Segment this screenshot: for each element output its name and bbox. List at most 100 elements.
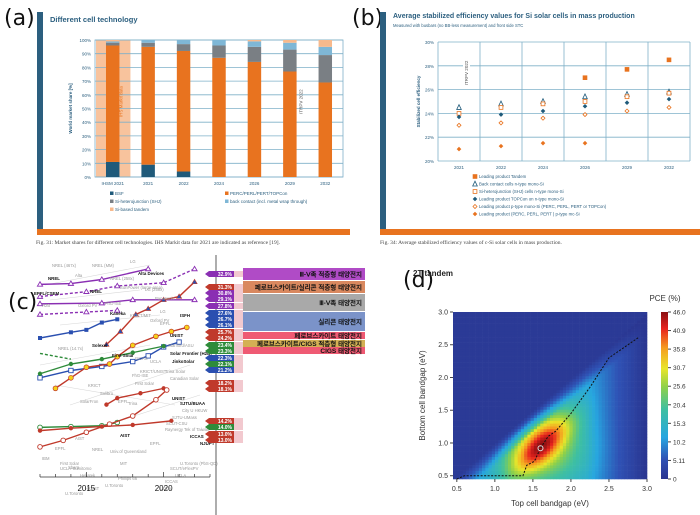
heatmap-cell (637, 451, 641, 455)
heatmap-cells (453, 312, 648, 480)
heatmap-cell (507, 348, 512, 352)
heatmap-cell (588, 362, 593, 366)
heatmap-cell (485, 451, 489, 455)
heatmap-cell (524, 417, 528, 421)
heatmap-cell (495, 459, 499, 463)
heatmap-cell (614, 334, 619, 338)
heatmap-cell (630, 367, 635, 371)
heatmap-cell (630, 470, 635, 474)
heatmap-cell (498, 356, 502, 360)
heatmap-cell (533, 325, 538, 329)
heatmap-cell (475, 395, 480, 399)
heatmap-cell (624, 453, 628, 458)
point-label: SolarFron (80, 399, 99, 404)
heatmap-cell (592, 417, 596, 421)
heatmap-cell (621, 476, 625, 480)
heatmap-cell (601, 417, 606, 421)
point-label: NREL (14.7x) (58, 346, 84, 351)
y-tick-label: 22% (425, 135, 434, 140)
heatmap-cell (459, 328, 463, 332)
heatmap-cell (514, 325, 518, 329)
heatmap-cell (621, 412, 625, 416)
heatmap-cell (550, 392, 554, 396)
heatmap-cell (611, 381, 615, 385)
heatmap-cell (553, 378, 557, 382)
heatmap-cell (553, 312, 557, 316)
heatmap-cell (562, 384, 567, 388)
data-marker (36, 293, 44, 299)
heatmap-cell (627, 395, 632, 399)
heatmap-cell (459, 420, 463, 424)
heatmap-cell (640, 428, 645, 432)
heatmap-cell (637, 414, 641, 419)
heatmap-cell (504, 328, 509, 332)
heatmap-cell (517, 409, 522, 413)
heatmap-cell (465, 470, 470, 474)
heatmap-cell (611, 456, 615, 460)
heatmap-cell (478, 431, 483, 435)
x-tick-label: 2021 (143, 181, 154, 186)
heatmap-cell (475, 467, 480, 471)
heatmap-cell (475, 342, 480, 346)
heatmap-cell (495, 403, 499, 407)
heatmap-cell (582, 428, 586, 432)
heatmap-cell (585, 414, 590, 419)
heatmap-cell (543, 314, 548, 318)
heatmap-cell (640, 387, 645, 391)
heatmap-cell (588, 423, 593, 427)
heatmap-cell (465, 339, 470, 343)
heatmap-cell (640, 456, 645, 460)
heatmap-cell (556, 323, 560, 327)
heatmap-cell (595, 451, 599, 455)
heatmap-cell (459, 467, 463, 471)
heatmap-cell (527, 448, 531, 452)
heatmap-cell (501, 367, 506, 371)
heatmap-cell (491, 320, 496, 324)
heatmap-cell (630, 328, 635, 332)
heatmap-cell (608, 437, 612, 441)
heatmap-cell (627, 451, 632, 455)
heatmap-cell (556, 465, 560, 469)
heatmap-cell (514, 387, 518, 391)
heatmap-cell (624, 331, 628, 335)
heatmap-cell (569, 467, 573, 471)
heatmap-cell (634, 362, 638, 366)
heatmap-cell (588, 331, 593, 335)
point-label: ISFH (180, 313, 190, 318)
heatmap-cell (630, 437, 635, 441)
heatmap-cell (566, 423, 570, 427)
heatmap-cell (562, 412, 567, 416)
heatmap-cell (517, 328, 522, 332)
heatmap-cell (614, 323, 619, 327)
heatmap-cell (575, 353, 580, 357)
heatmap-cell (533, 437, 538, 441)
heatmap-cell (465, 401, 470, 405)
heatmap-cell (527, 348, 531, 352)
heatmap-cell (504, 451, 509, 455)
heatmap-cell (462, 445, 467, 449)
heatmap-cell (604, 403, 609, 407)
heatmap-cell (585, 426, 590, 430)
heatmap-cell (504, 312, 509, 316)
heatmap-cell (546, 359, 551, 363)
heatmap-cell (456, 428, 460, 432)
heatmap-cell (588, 392, 593, 396)
heatmap-cell (472, 334, 476, 338)
heatmap-cell (478, 456, 483, 460)
legend-marker (472, 211, 478, 217)
heatmap-cell (569, 395, 573, 399)
heatmap-cell (643, 409, 648, 413)
heatmap-cell (604, 387, 609, 391)
heatmap-cell (588, 409, 593, 413)
heatmap-cell (604, 373, 609, 377)
heatmap-cell (598, 426, 603, 430)
heatmap-cell (643, 331, 648, 335)
heatmap-cell (617, 381, 622, 385)
heatmap-cell (601, 389, 606, 394)
heatmap-cell (595, 378, 599, 382)
heatmap-cell (585, 359, 590, 363)
heatmap-cell (540, 445, 544, 449)
heatmap-cell (527, 401, 531, 405)
heatmap-cell (559, 426, 564, 430)
heatmap-cell (627, 389, 632, 394)
